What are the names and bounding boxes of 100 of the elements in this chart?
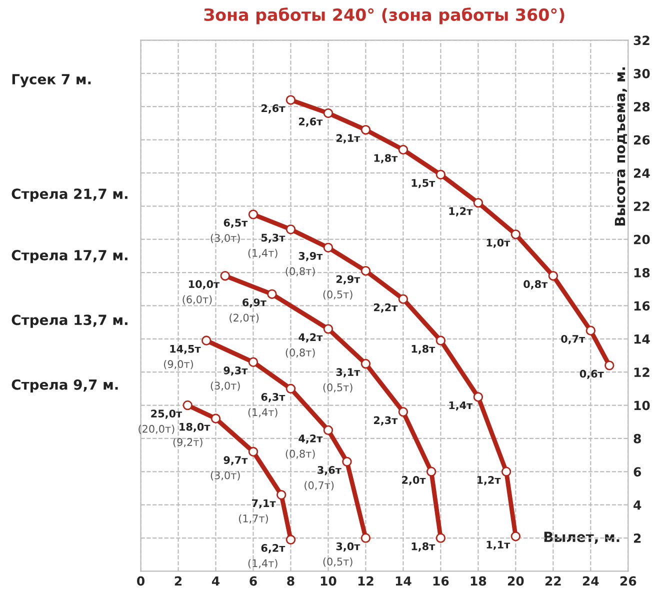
point — [267, 289, 277, 299]
point — [323, 425, 334, 436]
point — [604, 360, 614, 370]
text: Стрела 21,7 м. — [12, 188, 128, 202]
point — [248, 446, 258, 457]
y-tick-label: 26 — [634, 135, 650, 145]
annotation: 1,0т — [486, 238, 510, 248]
point — [323, 324, 334, 334]
y-tick-label: 24 — [634, 168, 650, 178]
y-tick-label: 28 — [634, 102, 650, 112]
x-tick-label: 12 — [358, 576, 374, 586]
annotation: 3,9т (0,8т) — [286, 252, 323, 276]
annotation: 3,6т (0,7т) — [304, 466, 342, 490]
annotation: 1,2т — [477, 476, 501, 486]
annotation: 1,4т — [449, 401, 473, 411]
annotation: 0,8т — [524, 280, 548, 290]
y-tick-label: 8 — [634, 434, 641, 444]
point — [248, 210, 258, 220]
chart-title: Зона работы 240° (зона работы 360°) — [204, 8, 564, 24]
annotation: 5,3т (1,4т) — [248, 234, 286, 258]
x-tick-label: 20 — [508, 576, 524, 586]
point — [548, 270, 558, 281]
x-tick-label: 10 — [320, 576, 336, 586]
point — [398, 294, 408, 304]
annotation: 1,8т — [412, 542, 436, 552]
annotation: 2,9т (0,5т) — [323, 275, 360, 300]
y-tick-label: 4 — [634, 500, 642, 510]
x-tick-label: 24 — [582, 576, 599, 586]
point — [323, 108, 334, 118]
point — [360, 533, 371, 543]
point — [248, 357, 258, 367]
point — [220, 270, 230, 281]
x-tick-label: 4 — [212, 576, 220, 586]
annotation: 1,1т — [486, 540, 510, 550]
point — [398, 407, 408, 417]
annotation: 6,5т (3,0т) — [210, 218, 248, 244]
point — [360, 124, 371, 135]
annotation: 9,3т (3,0т) — [210, 366, 248, 391]
text: Стрела 17,7 м. — [12, 250, 128, 264]
point — [586, 326, 596, 336]
x-tick-label: 14 — [396, 576, 412, 586]
point — [436, 533, 446, 543]
point — [360, 266, 371, 276]
annotation: 1,2т — [449, 207, 473, 216]
annotation: 0,6т — [580, 370, 604, 379]
annotation: 2,6т — [262, 104, 286, 114]
point — [182, 400, 192, 410]
y-axis-title: Высота подъема, м. — [614, 67, 628, 226]
y-tick-label: 2 — [634, 533, 641, 543]
annotation: 2,3т — [374, 416, 398, 426]
y-tick-label: 32 — [634, 36, 650, 46]
point — [398, 144, 408, 155]
point — [342, 456, 352, 467]
point — [510, 531, 521, 542]
annotation: 6,2т (1,4т) — [248, 544, 286, 568]
text: Стрела 9,7 м. — [12, 379, 118, 393]
annotation: 14,5т (9,0т) — [164, 345, 201, 370]
y-tick-label: 6 — [634, 467, 642, 477]
annotation: 9,7т (3,0т) — [210, 456, 248, 480]
annotation: 1,8т — [374, 154, 398, 164]
annotation: 2,1т — [336, 134, 360, 144]
x-tick-label: 18 — [470, 576, 486, 586]
annotation: 0,7т — [561, 334, 586, 344]
x-tick-label: 2 — [174, 576, 182, 586]
annotation: 6,3т (1,4т) — [248, 393, 286, 418]
x-tick-label: 0 — [137, 576, 145, 586]
annotation: 10,0т (6,0т) — [182, 280, 220, 305]
x-tick-label: 22 — [545, 576, 561, 586]
point — [323, 242, 334, 252]
point — [202, 336, 212, 346]
point — [286, 534, 296, 545]
annotation: 2,0т — [402, 476, 426, 486]
y-tick-label: 18 — [634, 268, 650, 278]
point — [436, 170, 446, 180]
annotation: 7,1т (1,7т) — [238, 499, 276, 524]
point — [501, 466, 512, 476]
y-tick-label: 22 — [634, 202, 650, 211]
annotation: 3,1т (0,5т) — [323, 368, 360, 393]
annotation: 4,2т (0,8т) — [286, 434, 323, 459]
x-tick-label: 8 — [287, 576, 294, 586]
point — [276, 490, 286, 500]
y-tick-label: 12 — [634, 368, 650, 377]
point — [436, 336, 446, 346]
y-tick-label: 14 — [634, 334, 650, 344]
annotation: 3,0т (0,5т) — [323, 542, 360, 567]
point — [286, 384, 296, 394]
point — [426, 466, 436, 476]
annotation: 1,5т — [412, 179, 436, 188]
point — [510, 229, 521, 240]
x-tick-label: 6 — [250, 576, 257, 586]
annotation: 1,8т — [412, 344, 436, 354]
y-tick-label: 30 — [634, 68, 650, 78]
annotation: 2,6т — [299, 118, 323, 127]
point — [286, 95, 296, 105]
point — [360, 358, 371, 369]
y-tick-label: 10 — [634, 400, 650, 410]
x-tick-label: 16 — [433, 576, 449, 586]
point — [473, 198, 484, 208]
text: Стрела 13,7 м. — [12, 314, 128, 328]
point — [210, 414, 221, 424]
